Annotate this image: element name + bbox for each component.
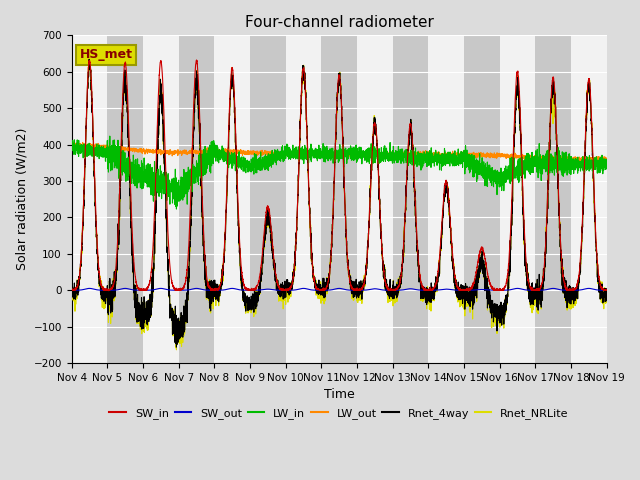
- Bar: [179, 36, 214, 363]
- Title: Four-channel radiometer: Four-channel radiometer: [244, 15, 433, 30]
- Bar: [108, 36, 143, 363]
- Bar: [535, 36, 571, 363]
- Bar: [321, 36, 357, 363]
- Legend: SW_in, SW_out, LW_in, LW_out, Rnet_4way, Rnet_NRLite: SW_in, SW_out, LW_in, LW_out, Rnet_4way,…: [105, 403, 573, 423]
- Bar: [250, 36, 285, 363]
- X-axis label: Time: Time: [324, 388, 355, 401]
- Bar: [392, 36, 428, 363]
- Y-axis label: Solar radiation (W/m2): Solar radiation (W/m2): [15, 128, 28, 270]
- Text: HS_met: HS_met: [79, 48, 132, 61]
- Bar: [464, 36, 500, 363]
